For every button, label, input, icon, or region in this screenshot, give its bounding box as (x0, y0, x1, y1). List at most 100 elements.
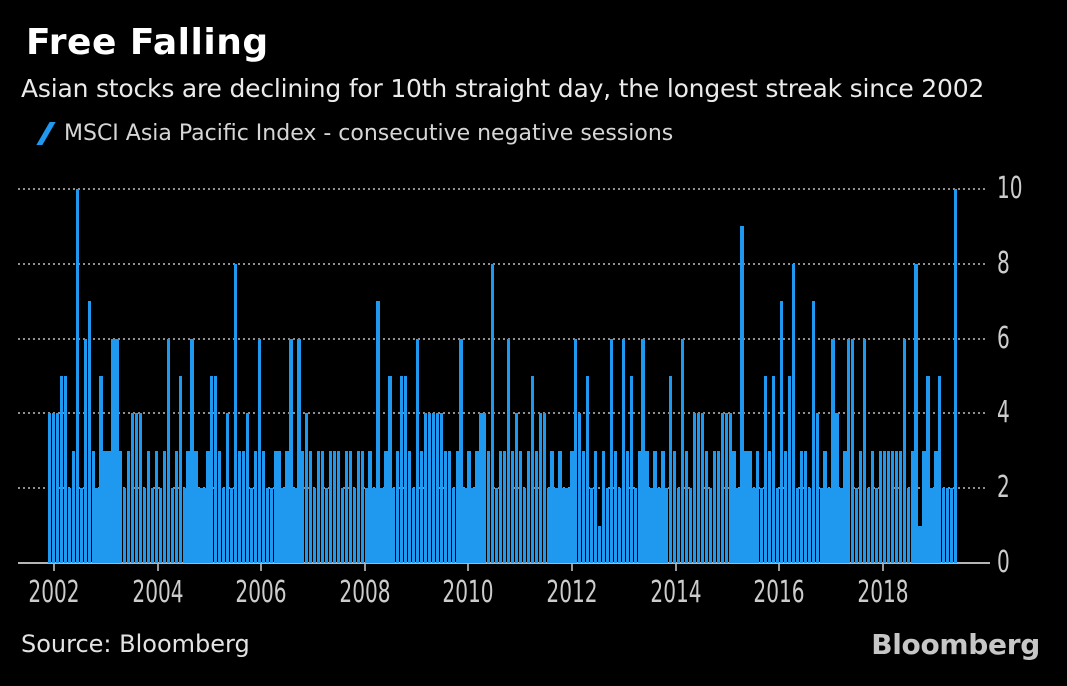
x-tick-mark (778, 564, 781, 571)
bar (542, 413, 546, 563)
bar (661, 450, 665, 563)
bar (293, 488, 297, 563)
bar (241, 450, 246, 563)
bar (206, 450, 210, 563)
bar (922, 450, 926, 563)
y-tick-label: 8 (997, 245, 1010, 281)
chart-subtitle: Asian stocks are declining for 10th stra… (21, 74, 985, 103)
gridline (18, 262, 985, 265)
bar (506, 338, 511, 563)
bar (380, 488, 384, 563)
bar (894, 450, 898, 563)
bar (526, 450, 530, 563)
bar (198, 488, 202, 563)
bar (787, 376, 792, 563)
bar (415, 338, 420, 563)
bar (681, 338, 685, 563)
bar (704, 450, 709, 563)
bar (594, 450, 598, 563)
bar (665, 488, 669, 563)
bar (736, 488, 740, 563)
bar (898, 450, 902, 563)
bar (277, 450, 281, 563)
bar (463, 488, 467, 563)
bar (843, 450, 847, 563)
bar (435, 413, 439, 563)
bar (946, 488, 950, 563)
bar (819, 488, 823, 563)
bar (859, 450, 863, 563)
bar (230, 488, 234, 563)
bar (459, 338, 463, 563)
bar (926, 376, 930, 563)
bar (617, 488, 621, 563)
x-tick-label: 2006 (235, 575, 287, 610)
bar (384, 450, 388, 563)
bar (214, 376, 218, 563)
bar (744, 450, 748, 563)
gridline (18, 188, 985, 190)
bar (348, 450, 352, 563)
bar (419, 450, 424, 563)
x-tick-label: 2016 (753, 575, 805, 610)
bar (645, 450, 649, 563)
bar (791, 263, 796, 563)
y-tick-label: 4 (997, 395, 1010, 431)
bar (336, 450, 341, 563)
bar (404, 376, 408, 563)
bar (103, 450, 107, 563)
bar (546, 488, 550, 563)
bar (890, 450, 894, 563)
bar (586, 376, 590, 563)
bar (815, 413, 819, 563)
bar (281, 488, 285, 563)
bar (59, 376, 64, 563)
bar (174, 450, 178, 563)
bar (550, 450, 554, 563)
bar (950, 488, 954, 563)
bar (99, 376, 103, 563)
bar (166, 338, 170, 563)
x-tick-label: 2018 (857, 575, 909, 610)
bar (107, 450, 111, 563)
bar (178, 376, 182, 563)
bar (475, 450, 479, 563)
bar (352, 488, 356, 563)
bar (582, 450, 586, 563)
bar (408, 450, 412, 563)
bar (779, 301, 784, 563)
bar (605, 488, 610, 563)
bar (677, 488, 681, 563)
bar (878, 450, 883, 563)
bar (273, 450, 277, 563)
bar (633, 488, 637, 563)
bar (364, 488, 368, 563)
bar (495, 488, 499, 563)
bar (918, 525, 922, 563)
bar (392, 488, 396, 563)
bar (356, 450, 360, 563)
gridline (18, 412, 985, 415)
bar (799, 450, 803, 563)
legend-slash-icon (36, 121, 56, 146)
bar (637, 450, 641, 563)
bar (629, 376, 633, 563)
bar (67, 488, 72, 563)
bar (257, 338, 261, 563)
bar (48, 413, 52, 563)
bar (131, 413, 135, 563)
bar (768, 450, 772, 563)
bar (237, 450, 242, 563)
bar (807, 488, 811, 563)
bar (954, 189, 958, 563)
bar (269, 488, 273, 563)
bar (447, 450, 451, 563)
bar (740, 226, 744, 563)
bar (285, 450, 289, 563)
bar (748, 450, 752, 563)
bar (79, 488, 83, 563)
bar (863, 338, 867, 563)
bar (186, 450, 190, 563)
bar (930, 488, 934, 563)
